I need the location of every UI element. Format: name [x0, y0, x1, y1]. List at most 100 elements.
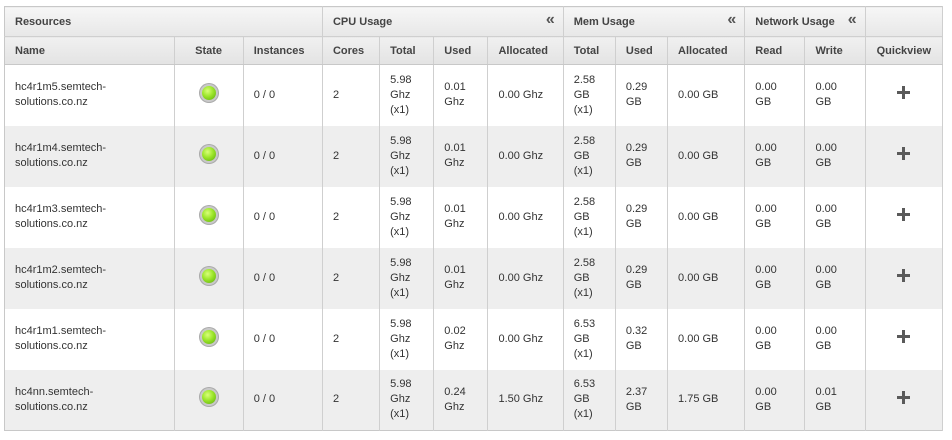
cell-name[interactable]: hc4r1m2.semtech-solutions.co.nz [4, 247, 175, 309]
table-row[interactable]: hc4r1m5.semtech-solutions.co.nz 0 / 0 2 … [4, 64, 944, 126]
status-dot-icon [201, 85, 216, 100]
col-header-read[interactable]: Read [744, 36, 806, 65]
cell-write: 0.00 GB [804, 64, 866, 126]
cell-cpu-allocated: 0.00 Ghz [487, 308, 564, 370]
cell-cpu-used: 0.01 Ghz [433, 64, 489, 126]
cell-cpu-allocated: 0.00 Ghz [487, 125, 564, 187]
group-header-cpu: CPU Usage « [322, 6, 564, 37]
quickview-plus-icon[interactable] [897, 269, 911, 282]
cell-read: 0.00 GB [744, 125, 806, 187]
resource-name[interactable]: hc4r1m3.semtech-solutions.co.nz [15, 203, 107, 230]
cell-mem-used: 0.29 GB [615, 64, 669, 126]
col-header-quickview: Quickview [865, 36, 944, 65]
cell-cpu-used: 0.01 Ghz [433, 247, 489, 309]
cell-state [174, 247, 244, 309]
cell-name[interactable]: hc4r1m5.semtech-solutions.co.nz [4, 64, 175, 126]
cell-name[interactable]: hc4r1m1.semtech-solutions.co.nz [4, 308, 175, 370]
cell-read: 0.00 GB [744, 369, 806, 431]
cell-cpu-allocated: 0.00 Ghz [487, 64, 564, 126]
table-row[interactable]: hc4nn.semtech-solutions.co.nz 0 / 0 2 5.… [4, 369, 944, 431]
col-header-mem-used[interactable]: Used [615, 36, 669, 65]
table-row[interactable]: hc4r1m3.semtech-solutions.co.nz 0 / 0 2 … [4, 186, 944, 248]
col-header-state[interactable]: State [174, 36, 244, 65]
cell-name[interactable]: hc4r1m4.semtech-solutions.co.nz [4, 125, 175, 187]
col-header-mem-allocated[interactable]: Allocated [667, 36, 746, 65]
cell-write: 0.01 GB [804, 369, 866, 431]
status-dot-icon [201, 268, 216, 283]
resource-name[interactable]: hc4nn.semtech-solutions.co.nz [15, 385, 94, 413]
cell-mem-total: 2.58 GB (x1) [563, 186, 616, 248]
collapse-cpu-icon[interactable]: « [545, 10, 555, 28]
resources-table: Resources CPU Usage « Mem Usage « Networ… [4, 6, 944, 431]
cell-cpu-total: 5.98 Ghz (x1) [379, 186, 435, 248]
cell-cpu-allocated: 0.00 Ghz [487, 186, 564, 248]
cell-cores: 2 [322, 64, 381, 126]
cell-state [174, 186, 244, 248]
cell-mem-used: 0.32 GB [615, 308, 669, 370]
cell-quickview[interactable] [865, 247, 944, 309]
cell-name[interactable]: hc4nn.semtech-solutions.co.nz [4, 369, 175, 431]
collapse-mem-icon[interactable]: « [727, 10, 737, 28]
cell-write: 0.00 GB [804, 308, 866, 370]
cell-state [174, 308, 244, 370]
status-dot-icon [201, 207, 216, 222]
column-header-row: Name State Instances Cores Total Used Al… [4, 36, 944, 65]
cell-mem-total: 2.58 GB (x1) [563, 125, 616, 187]
cell-mem-used: 0.29 GB [615, 247, 669, 309]
cell-mem-total: 6.53 GB (x1) [563, 369, 616, 431]
cell-cores: 2 [322, 186, 381, 248]
quickview-plus-icon[interactable] [897, 86, 911, 100]
cell-cpu-total: 5.98 Ghz (x1) [379, 308, 435, 370]
cell-mem-used: 0.29 GB [615, 125, 669, 187]
quickview-plus-icon[interactable] [897, 390, 911, 404]
cell-cpu-allocated: 0.00 Ghz [487, 247, 564, 309]
cell-name[interactable]: hc4r1m3.semtech-solutions.co.nz [4, 186, 175, 248]
cell-instances: 0 / 0 [243, 64, 323, 126]
status-dot-icon [201, 146, 216, 161]
cell-cpu-used: 0.02 Ghz [433, 308, 489, 370]
quickview-plus-icon[interactable] [897, 208, 911, 221]
col-header-cpu-total[interactable]: Total [379, 36, 435, 65]
col-header-cpu-allocated[interactable]: Allocated [487, 36, 564, 65]
cell-cores: 2 [322, 125, 381, 187]
cell-quickview[interactable] [865, 64, 944, 126]
group-title-resources: Resources [15, 15, 72, 28]
quickview-plus-icon[interactable] [897, 147, 911, 160]
col-header-instances[interactable]: Instances [243, 36, 323, 65]
resource-name[interactable]: hc4r1m1.semtech-solutions.co.nz [15, 325, 107, 352]
cell-cpu-used: 0.01 Ghz [433, 125, 489, 187]
col-header-cores[interactable]: Cores [322, 36, 381, 65]
cell-read: 0.00 GB [744, 64, 806, 126]
col-header-cpu-used[interactable]: Used [433, 36, 489, 65]
table-row[interactable]: hc4r1m1.semtech-solutions.co.nz 0 / 0 2 … [4, 308, 944, 370]
table-row[interactable]: hc4r1m2.semtech-solutions.co.nz 0 / 0 2 … [4, 247, 944, 309]
cell-quickview[interactable] [865, 186, 944, 248]
cell-state [174, 125, 244, 187]
resource-name[interactable]: hc4r1m5.semtech-solutions.co.nz [15, 81, 107, 109]
cell-cpu-used: 0.01 Ghz [433, 186, 489, 248]
table-row[interactable]: hc4r1m4.semtech-solutions.co.nz 0 / 0 2 … [4, 125, 944, 187]
col-header-name[interactable]: Name [4, 36, 175, 65]
cell-cores: 2 [322, 308, 381, 370]
cell-quickview[interactable] [865, 308, 944, 370]
collapse-network-icon[interactable]: « [847, 10, 857, 28]
resources-panel: Resources CPU Usage « Mem Usage « Networ… [4, 6, 944, 431]
cell-mem-used: 2.37 GB [615, 369, 669, 431]
col-header-mem-total[interactable]: Total [563, 36, 616, 65]
cell-instances: 0 / 0 [243, 369, 323, 431]
cell-cores: 2 [322, 369, 381, 431]
cell-mem-used: 0.29 GB [615, 186, 669, 248]
status-dot-icon [201, 390, 216, 405]
status-dot-icon [201, 329, 216, 344]
resource-name[interactable]: hc4r1m4.semtech-solutions.co.nz [15, 142, 107, 169]
cell-mem-allocated: 1.75 GB [667, 369, 746, 431]
resource-name[interactable]: hc4r1m2.semtech-solutions.co.nz [15, 264, 107, 291]
col-header-write[interactable]: Write [804, 36, 866, 65]
cell-instances: 0 / 0 [243, 308, 323, 370]
cell-read: 0.00 GB [744, 247, 806, 309]
quickview-plus-icon[interactable] [897, 330, 911, 343]
cell-quickview[interactable] [865, 125, 944, 187]
cell-write: 0.00 GB [804, 186, 866, 248]
cell-instances: 0 / 0 [243, 125, 323, 187]
cell-quickview[interactable] [865, 369, 944, 431]
